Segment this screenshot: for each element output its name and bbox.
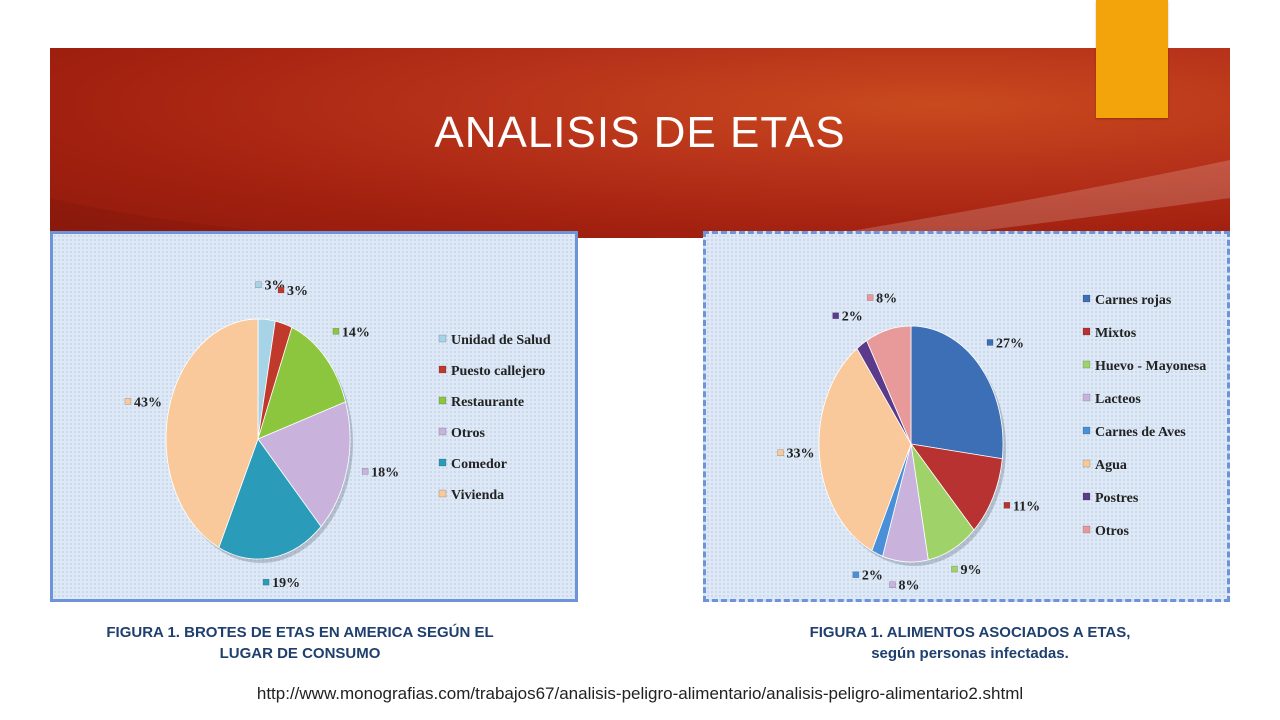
pie-slice-carnes-rojas <box>910 325 1004 460</box>
svg-text:2%: 2% <box>842 310 863 325</box>
svg-text:43%: 43% <box>134 395 162 410</box>
svg-text:8%: 8% <box>898 579 919 594</box>
svg-text:Mixtos: Mixtos <box>1095 326 1137 341</box>
legend-item-unidad-de-salud: Unidad de Salud <box>438 333 551 348</box>
pie-slice-otros <box>866 325 912 445</box>
svg-text:Unidad de Salud: Unidad de Salud <box>451 333 551 348</box>
svg-text:33%: 33% <box>787 447 815 462</box>
pie-slice-comedor <box>218 438 322 560</box>
legend-item-carnes-de-aves: Carnes de Aves <box>1082 425 1186 440</box>
legend-item-otros: Otros <box>1082 524 1130 539</box>
chart-frame-lugar-consumo: 3% 3% 14% 18% 19% 43% Unidad de Salud Puesto ca… <box>50 231 578 602</box>
legend-item-restaurante: Restaurante <box>438 395 524 410</box>
legend-item-comedor: Comedor <box>438 457 507 472</box>
svg-text:Carnes rojas: Carnes rojas <box>1095 293 1172 308</box>
data-label-puesto-callejero: 3% <box>277 284 308 299</box>
pie-slice-otros <box>257 401 351 528</box>
data-label-huevo-mayonesa: 9% <box>951 563 981 578</box>
svg-text:3%: 3% <box>287 284 308 299</box>
pie-slice-vivienda <box>165 318 259 549</box>
svg-text:9%: 9% <box>960 563 981 578</box>
svg-text:Lacteos: Lacteos <box>1095 392 1141 407</box>
data-label-otros: 8% <box>866 292 897 307</box>
svg-text:Comedor: Comedor <box>451 457 507 472</box>
legend-item-vivienda: Vivienda <box>438 488 504 503</box>
svg-text:8%: 8% <box>876 292 897 307</box>
data-label-comedor: 19% <box>262 576 300 591</box>
svg-text:Vivienda: Vivienda <box>451 488 504 503</box>
figure-1-caption-line2: LUGAR DE CONSUMO <box>219 645 381 662</box>
data-label-otros: 18% <box>361 465 399 480</box>
svg-text:Otros: Otros <box>1095 524 1130 539</box>
figure-2-caption-line1: FIGURA 1. ALIMENTOS ASOCIADOS A ETAS, <box>809 624 1131 641</box>
svg-text:18%: 18% <box>371 465 399 480</box>
pie-chart-alimentos: 27% 11% 9% 8% 2% 33% 2% 8% Carnes rojas Mixtos Hue… <box>777 292 1206 594</box>
svg-text:Otros: Otros <box>451 426 486 441</box>
svg-text:27%: 27% <box>996 336 1024 351</box>
legend-item-lacteos: Lacteos <box>1082 392 1141 407</box>
figure-1-caption: FIGURA 1. BROTES DE ETAS EN AMERICA SEGÚ… <box>60 622 540 664</box>
legend-item-puesto-callejero: Puesto callejero <box>438 364 545 379</box>
legend-item-otros: Otros <box>438 426 486 441</box>
legend-item-carnes-rojas: Carnes rojas <box>1082 293 1172 308</box>
svg-text:Carnes de Aves: Carnes de Aves <box>1095 425 1186 440</box>
source-url[interactable]: http://www.monografias.com/trabajos67/an… <box>256 684 1024 703</box>
legend-item-agua: Agua <box>1082 458 1127 473</box>
chart-frame-alimentos: 27% 11% 9% 8% 2% 33% 2% 8% Carnes rojas Mixtos Hue… <box>703 231 1230 602</box>
svg-text:2%: 2% <box>862 569 883 584</box>
legend-item-postres: Postres <box>1082 491 1139 506</box>
svg-text:19%: 19% <box>272 576 300 591</box>
svg-text:Huevo - Mayonesa: Huevo - Mayonesa <box>1095 359 1206 374</box>
banner-swoosh-decoration <box>50 160 1230 238</box>
svg-text:Postres: Postres <box>1095 491 1139 506</box>
legend-item-huevo-mayonesa: Huevo - Mayonesa <box>1082 359 1206 374</box>
svg-text:Puesto callejero: Puesto callejero <box>451 364 545 379</box>
slide-title: ANALISIS DE ETAS <box>434 108 846 157</box>
figure-2-caption: FIGURA 1. ALIMENTOS ASOCIADOS A ETAS, se… <box>760 622 1180 664</box>
data-label-restaurante: 14% <box>332 325 370 340</box>
legend-item-mixtos: Mixtos <box>1082 326 1137 341</box>
figure-1-caption-line1: FIGURA 1. BROTES DE ETAS EN AMERICA SEGÚ… <box>106 624 494 641</box>
pie-slice-agua <box>818 347 912 552</box>
title-banner <box>50 48 1230 238</box>
figure-2-caption-line2: según personas infectadas. <box>871 645 1069 662</box>
data-label-agua: 33% <box>777 447 815 462</box>
svg-text:11%: 11% <box>1013 499 1040 514</box>
svg-text:14%: 14% <box>342 325 370 340</box>
data-label-carnes-de-aves: 2% <box>852 569 883 584</box>
pie-slice-mixtos <box>910 443 1003 531</box>
data-label-lacteos: 8% <box>889 579 919 594</box>
svg-text:Restaurante: Restaurante <box>451 395 524 410</box>
accent-tab <box>1096 0 1168 118</box>
data-label-postres: 2% <box>832 310 863 325</box>
data-label-vivienda: 43% <box>124 395 162 410</box>
svg-text:Agua: Agua <box>1095 458 1127 473</box>
data-label-mixtos: 11% <box>1003 499 1040 514</box>
data-label-carnes-rojas: 27% <box>986 336 1024 351</box>
